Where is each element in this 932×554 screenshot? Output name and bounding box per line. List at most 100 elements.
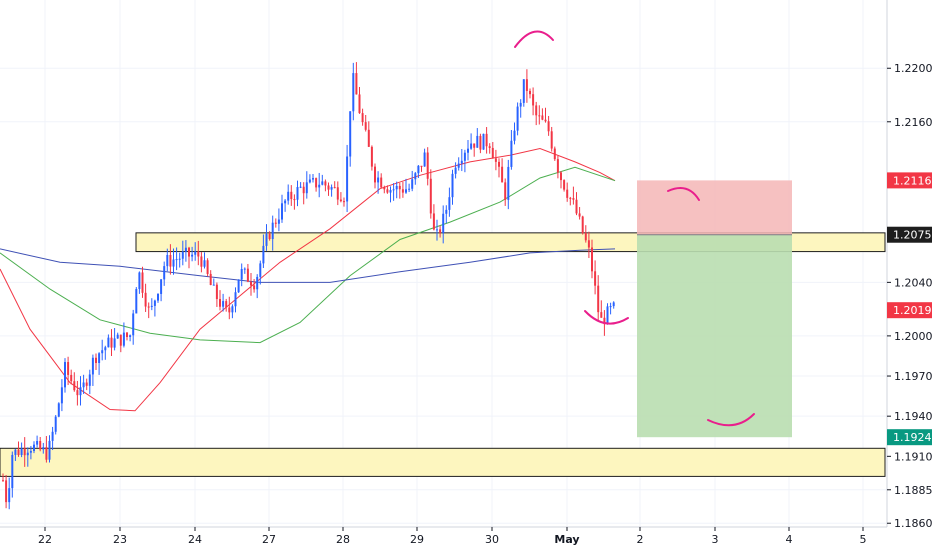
price-label-text-1: 1.20756 [893, 229, 932, 242]
x-tick-label-3: 27 [262, 533, 276, 546]
candle-125 [389, 186, 392, 203]
candle-body-154 [479, 135, 482, 150]
price-label-3: 1.19243 [887, 429, 932, 446]
candle-body-153 [476, 135, 479, 148]
x-tick-label-10: 4 [786, 533, 793, 546]
candle-body-119 [370, 146, 373, 167]
candle-body-103 [321, 181, 324, 185]
candle-157 [488, 143, 491, 154]
candle-31 [98, 352, 101, 375]
candle-161 [501, 158, 504, 183]
candle-159 [494, 149, 497, 171]
candle-191 [594, 260, 597, 295]
candle-body-170 [529, 90, 531, 95]
candle-body-146 [454, 167, 457, 174]
candle-73 [228, 296, 231, 320]
candle-body-185 [575, 199, 578, 214]
candle-body-192 [597, 285, 600, 313]
candle-body-92 [287, 191, 290, 201]
candle-body-9 [29, 451, 32, 453]
candle-body-12 [39, 440, 42, 450]
candle-body-120 [374, 166, 376, 183]
candle-body-84 [262, 245, 265, 264]
candle-14 [45, 436, 48, 463]
candle-86 [268, 231, 271, 241]
candle-body-179 [556, 159, 559, 173]
candle-body-157 [488, 146, 491, 148]
candle-54 [169, 244, 172, 275]
price-label-text-2: 1.20192 [893, 304, 932, 317]
candle-body-123 [383, 187, 386, 190]
candle-body-104 [324, 181, 327, 186]
candle-body-194 [603, 317, 606, 325]
candle-body-101 [315, 178, 318, 188]
candle-body-69 [215, 284, 218, 300]
candle-87 [271, 215, 274, 251]
candle-72 [225, 298, 228, 312]
candle-29 [91, 354, 94, 386]
candle-186 [578, 207, 581, 220]
candle-body-43 [135, 289, 138, 314]
candle-15 [48, 435, 51, 463]
candle-body-14 [45, 447, 48, 460]
candle-164 [510, 129, 513, 170]
candle-body-188 [584, 233, 587, 241]
candle-90 [281, 194, 283, 223]
candle-body-115 [358, 94, 361, 114]
candle-101 [315, 177, 318, 192]
candle-9 [29, 445, 32, 460]
candle-body-171 [532, 94, 535, 106]
candle-118 [367, 121, 370, 148]
candle-body-64 [200, 256, 203, 267]
candle-body-107 [333, 187, 336, 189]
candle-body-16 [51, 431, 54, 441]
candle-108 [336, 181, 339, 206]
candle-body-177 [550, 131, 553, 149]
candle-body-15 [48, 440, 51, 460]
y-tick-label-0: 1.22000 [894, 62, 932, 75]
candle-123 [383, 185, 386, 194]
candle-body-93 [290, 191, 293, 200]
candle-body-40 [126, 332, 128, 337]
candle-21 [67, 356, 70, 386]
candle-55 [172, 248, 175, 275]
candle-body-126 [392, 189, 395, 191]
candle-body-197 [612, 302, 615, 307]
candle-body-169 [525, 79, 528, 91]
candle-150 [467, 139, 469, 161]
candle-body-161 [501, 166, 504, 183]
candle-body-29 [91, 357, 94, 375]
candle-100 [312, 173, 314, 183]
candle-body-99 [308, 179, 311, 183]
short-position-tool[interactable] [637, 180, 792, 438]
candle-107 [333, 181, 336, 189]
candle-body-140 [436, 229, 438, 231]
candle-body-189 [587, 240, 590, 248]
candle-body-91 [284, 200, 287, 204]
candle-body-145 [451, 173, 454, 198]
candle-body-8 [26, 452, 29, 456]
candle-body-141 [439, 229, 442, 233]
candle-body-142 [442, 213, 445, 233]
candle-body-132 [411, 179, 414, 189]
candle-84 [262, 234, 265, 268]
candle-body-25 [79, 387, 82, 396]
candle-body-187 [581, 216, 584, 234]
x-tick-label-1: 23 [113, 533, 127, 546]
candle-129 [401, 181, 404, 198]
candle-body-33 [104, 347, 107, 351]
candle-79 [246, 263, 249, 283]
target-arc-annotation [707, 413, 755, 427]
y-tick-label-6: 1.19100 [894, 450, 932, 463]
candle-69 [215, 282, 218, 307]
candle-body-111 [346, 156, 349, 202]
candle-171 [532, 87, 535, 116]
price-label-bg-0 [887, 172, 932, 189]
candle-body-32 [101, 350, 104, 354]
moving-averages [0, 147, 616, 412]
candle-82 [256, 274, 259, 299]
candle-151 [470, 133, 473, 150]
